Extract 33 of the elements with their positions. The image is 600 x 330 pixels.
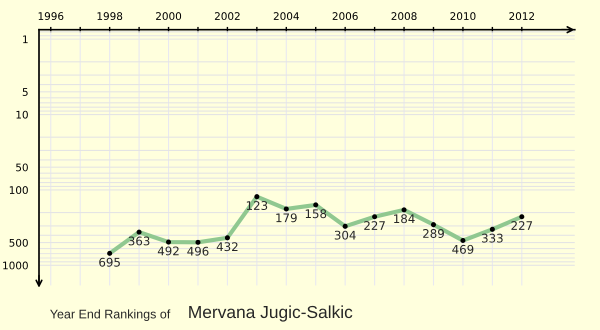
y-tick-label: 1000: [3, 262, 28, 270]
data-label: 304: [334, 230, 356, 240]
text: Mervana Jugic-Salkic: [189, 305, 352, 322]
data-label: 492: [158, 246, 179, 256]
data-label: 333: [482, 234, 503, 243]
x-tick-label: 1998: [98, 12, 122, 20]
y-tick-label: 500: [10, 238, 28, 247]
x-tick-label: 2002: [214, 12, 240, 20]
data-label: 184: [394, 214, 415, 224]
x-tick-label: 2000: [156, 12, 182, 20]
y-tick-label: 100: [10, 186, 28, 194]
data-label: 289: [423, 229, 444, 238]
data-label: 227: [364, 221, 385, 230]
y-tick-label: 50: [16, 163, 28, 172]
y-tick-label: 10: [16, 110, 28, 119]
x-tick-label: 1996: [38, 12, 64, 20]
text: Year End Rankings of: [50, 309, 170, 321]
x-tick-label: 2012: [509, 12, 534, 20]
data-label: 432: [216, 242, 238, 252]
data-label: 469: [452, 244, 474, 254]
data-label: 496: [187, 246, 208, 256]
data-label: 695: [99, 258, 120, 267]
x-tick-label: 2006: [332, 12, 358, 20]
x-tick-label: 2010: [450, 12, 476, 20]
data-label: 123: [246, 201, 268, 210]
y-tick-label: 1: [23, 35, 28, 44]
x-tick-label: 2004: [274, 12, 299, 20]
data-label: 363: [128, 236, 150, 246]
y-tick-label: 5: [22, 88, 28, 96]
data-label: 179: [276, 213, 297, 222]
data-label: 227: [511, 221, 532, 230]
x-tick-label: 2008: [392, 12, 417, 20]
data-label: 158: [306, 209, 326, 218]
